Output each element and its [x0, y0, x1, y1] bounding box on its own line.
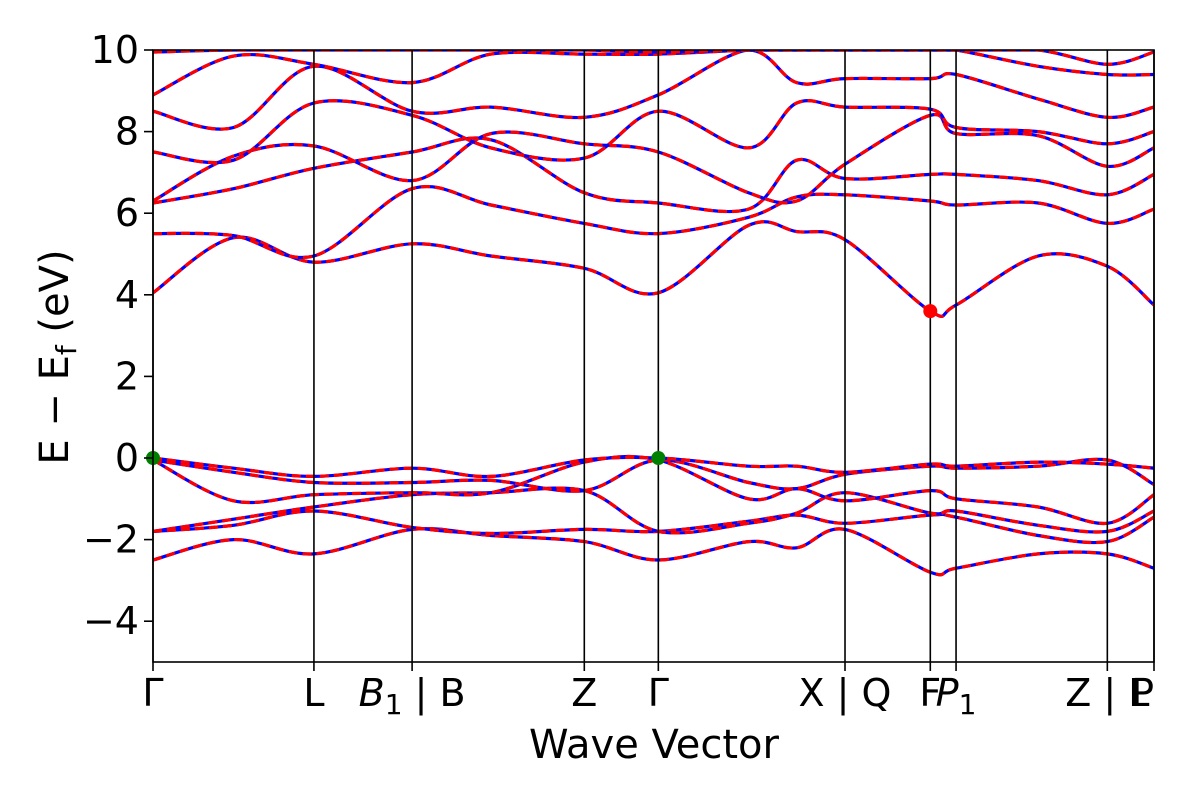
cbm-marker — [923, 304, 938, 319]
x-tick-label: Γ — [648, 671, 669, 715]
x-tick-label: Z — [571, 671, 597, 715]
y-tick-label: 0 — [115, 436, 139, 480]
y-tick-label: 4 — [115, 273, 139, 317]
x-tick-label: Z | L — [1065, 671, 1149, 716]
x-axis: Γ L B1 | B Z Γ X | Q FP1 Z | LP — [142, 662, 1155, 721]
extrema-markers — [146, 304, 938, 465]
band-v6 — [153, 455, 1154, 479]
bands-layer — [153, 50, 1154, 577]
vbm-marker-1 — [651, 451, 666, 465]
plot-frame — [152, 49, 1155, 663]
x-tick-label: X | Q — [799, 671, 892, 716]
band-v3 — [153, 486, 1154, 535]
x-tick-label: P — [1131, 671, 1154, 715]
x-tick-label: Γ — [142, 671, 163, 715]
high-symmetry-lines — [152, 50, 1155, 662]
y-tick-label: 2 — [115, 354, 139, 398]
y-axis-title-sub: f — [50, 344, 83, 355]
band-v1 — [153, 527, 1154, 577]
band-c2 — [153, 184, 1154, 260]
y-axis-title-unit: (eV) — [32, 249, 78, 345]
band-v2 — [153, 509, 1154, 545]
y-axis-title: E − Ef (eV) — [32, 249, 83, 464]
band-c4 — [153, 112, 1154, 205]
band-c2-overlay — [153, 184, 1154, 260]
y-tick-label: −4 — [83, 599, 139, 643]
x-tick-label: F — [919, 671, 941, 715]
band-c4-overlay — [153, 112, 1154, 205]
x-tick-label: P1 — [936, 671, 977, 721]
x-axis-title: Wave Vector — [529, 722, 780, 768]
x-tick-label: L — [303, 671, 324, 715]
y-tick-label: −2 — [83, 518, 139, 562]
band-v5 — [153, 457, 1154, 493]
y-tick-label: 10 — [91, 28, 139, 72]
y-tick-label: 6 — [115, 191, 139, 235]
y-axis: −4 −2 0 2 4 6 8 10 — [83, 28, 153, 643]
band-c5 — [153, 99, 1154, 165]
band-c7 — [153, 50, 1154, 97]
band-c5-overlay — [153, 99, 1154, 165]
band-v4 — [153, 454, 1154, 525]
y-axis-title-main: E − E — [32, 355, 78, 465]
band-c3 — [153, 136, 1154, 214]
band-v1-overlay — [153, 527, 1154, 577]
band-c1-overlay — [153, 220, 1154, 318]
x-tick-label: B1 | B — [359, 671, 466, 721]
y-tick-label: 8 — [115, 110, 139, 154]
band-c1 — [153, 220, 1154, 318]
